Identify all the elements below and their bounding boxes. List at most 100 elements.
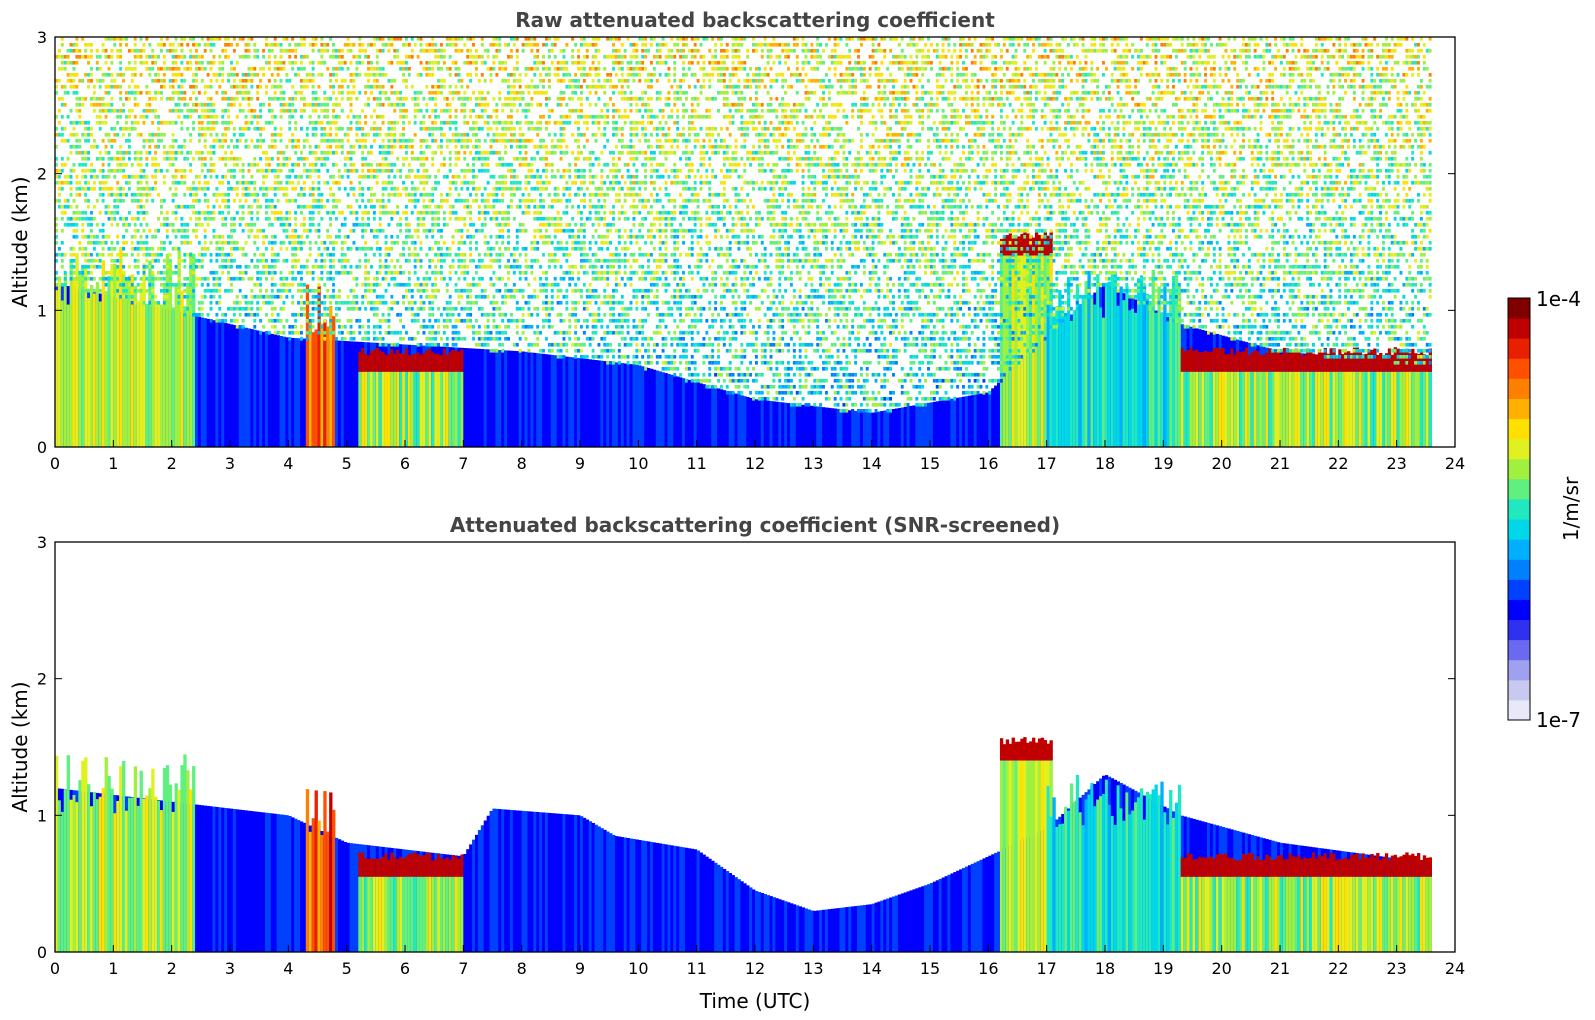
noise-cell xyxy=(329,145,333,149)
noise-cell xyxy=(466,181,470,185)
noise-cell xyxy=(378,67,382,71)
noise-cell xyxy=(238,157,242,161)
noise-cell xyxy=(507,169,510,173)
noise-cell xyxy=(536,229,540,233)
noise-cell xyxy=(460,337,464,341)
noise-cell xyxy=(524,247,528,251)
noise-cell xyxy=(267,97,271,101)
noise-cell xyxy=(127,97,131,101)
noise-cell xyxy=(165,211,169,215)
noise-cell xyxy=(148,55,152,59)
noise-cell xyxy=(422,175,426,179)
noise-cell xyxy=(460,181,464,185)
noise-cell xyxy=(463,337,467,341)
noise-cell xyxy=(317,211,321,215)
noise-cell xyxy=(224,223,228,227)
noise-cell xyxy=(416,229,420,233)
noise-cell xyxy=(63,181,67,185)
heatmap-cell xyxy=(139,287,143,447)
noise-cell xyxy=(369,205,373,209)
noise-cell xyxy=(469,169,473,173)
noise-cell xyxy=(323,181,327,185)
noise-cell xyxy=(194,193,198,197)
noise-cell xyxy=(291,139,295,143)
noise-cell xyxy=(416,157,420,161)
noise-cell xyxy=(378,283,382,287)
noise-cell xyxy=(227,265,230,269)
noise-cell xyxy=(544,307,548,311)
noise-cell xyxy=(151,133,155,137)
noise-cell xyxy=(232,187,236,191)
noise-cell xyxy=(66,199,70,203)
noise-cell xyxy=(299,283,303,287)
noise-cell xyxy=(419,37,423,41)
noise-cell xyxy=(454,187,458,191)
noise-cell xyxy=(521,325,525,329)
noise-cell xyxy=(402,73,405,77)
noise-cell xyxy=(139,187,143,191)
noise-cell xyxy=(416,109,420,113)
heatmap-cell xyxy=(358,352,362,372)
noise-cell xyxy=(378,319,382,323)
noise-cell xyxy=(139,55,143,59)
noise-cell xyxy=(72,217,76,221)
noise-cell xyxy=(227,307,230,311)
noise-cell xyxy=(311,79,315,83)
noise-cell xyxy=(174,187,178,191)
noise-cell xyxy=(247,223,251,227)
noise-cell xyxy=(113,139,117,143)
noise-cell xyxy=(291,283,295,287)
noise-cell xyxy=(469,223,473,227)
noise-cell xyxy=(314,157,318,161)
noise-cell xyxy=(72,73,76,77)
noise-cell xyxy=(232,103,236,107)
noise-cell xyxy=(116,133,120,137)
noise-cell xyxy=(308,223,312,227)
noise-cell xyxy=(101,49,105,53)
noise-cell xyxy=(197,253,201,257)
noise-cell xyxy=(340,331,344,335)
noise-cell xyxy=(177,55,181,59)
noise-cell xyxy=(180,37,184,41)
noise-cell xyxy=(352,211,356,215)
noise-cell xyxy=(369,61,373,65)
noise-cell xyxy=(378,115,382,119)
noise-cell xyxy=(439,91,443,95)
heatmap-cell xyxy=(346,341,350,447)
noise-cell xyxy=(542,289,545,293)
noise-cell xyxy=(250,289,254,293)
noise-cell xyxy=(472,175,475,179)
noise-cell xyxy=(119,37,123,41)
noise-cell xyxy=(130,301,134,305)
noise-cell xyxy=(346,205,350,209)
noise-cell xyxy=(533,277,537,281)
noise-cell xyxy=(431,325,435,329)
noise-cell xyxy=(89,145,93,149)
noise-cell xyxy=(95,241,99,245)
noise-cell xyxy=(521,229,525,233)
noise-cell xyxy=(512,73,516,77)
noise-cell xyxy=(413,259,417,263)
noise-cell xyxy=(183,181,187,185)
noise-cell xyxy=(107,73,111,77)
noise-cell xyxy=(81,163,85,167)
noise-cell xyxy=(422,331,426,335)
noise-cell xyxy=(180,307,184,311)
heatmap-cell xyxy=(110,263,114,447)
noise-cell xyxy=(209,145,213,149)
noise-cell xyxy=(212,151,216,155)
noise-cell xyxy=(314,91,318,95)
noise-cell xyxy=(448,193,452,197)
noise-cell xyxy=(302,265,306,269)
noise-cell xyxy=(189,55,193,59)
noise-cell xyxy=(247,229,251,233)
noise-cell xyxy=(501,157,505,161)
noise-cell xyxy=(477,331,481,335)
noise-cell xyxy=(343,265,347,269)
noise-cell xyxy=(174,151,178,155)
noise-cell xyxy=(145,247,149,251)
noise-cell xyxy=(547,241,551,245)
noise-cell xyxy=(241,217,245,221)
noise-cell xyxy=(457,295,461,299)
noise-cell xyxy=(556,349,560,353)
